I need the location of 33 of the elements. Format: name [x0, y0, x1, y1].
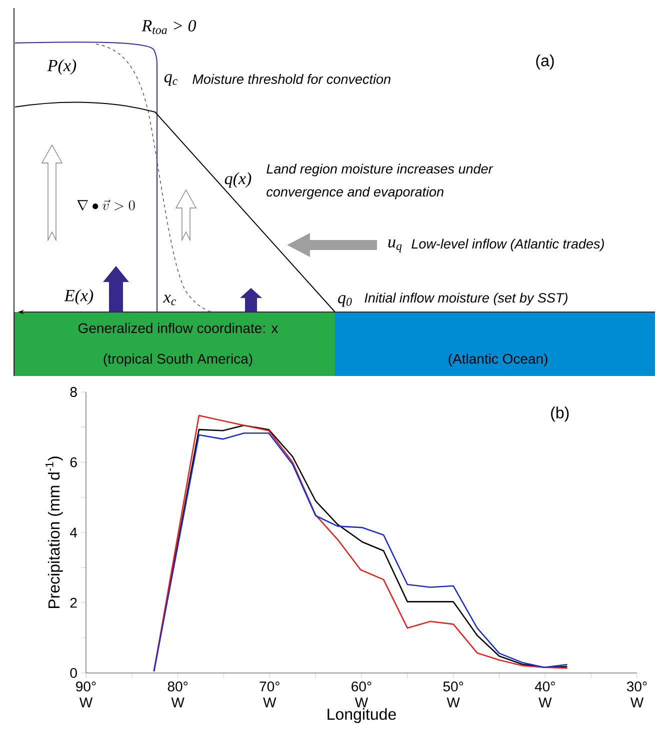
text: Generalized inflow coordinate: x — [78, 322, 278, 334]
text: q$_{0}$ — [338, 295, 352, 307]
text: P(x) — [47, 59, 76, 75]
x-tick-label: 90° W — [76, 682, 96, 708]
x-tick-label: 50° W — [443, 682, 464, 708]
text: (tropical South America) — [104, 353, 252, 367]
text: u$_{q}$ — [388, 240, 402, 252]
text: convergence and evaporation — [266, 186, 444, 200]
text: Initial inflow moisture (set by SST) — [364, 292, 568, 306]
text: Moisture threshold for convection — [192, 74, 390, 84]
y-axis-title: Precipitation (mm d$^{-1}$) — [46, 456, 63, 608]
y-tick-label: 8 — [70, 387, 77, 397]
x-axis-title: Longitude — [328, 708, 396, 724]
text: (Atlantic Ocean) — [448, 353, 548, 367]
x-tick-label: 30° W — [626, 682, 647, 708]
x-tick-label: 70° W — [260, 682, 280, 708]
x-tick-label: 40° W — [534, 682, 555, 708]
text: x$_{c}$ — [163, 294, 176, 306]
text: $\nabla \bullet \vec{v} > 0$ — [77, 200, 135, 210]
y-tick-label: 4 — [70, 528, 78, 538]
text: q(x) — [224, 172, 252, 188]
y-tick-label: 6 — [70, 457, 77, 468]
text: Land region moisture increases under — [266, 164, 494, 176]
y-tick-label: 2 — [70, 598, 77, 608]
text: Low-level inflow (Atlantic trades) — [412, 238, 604, 252]
y-tick-label: 0 — [70, 668, 77, 678]
x-tick-label: 60° W — [352, 682, 372, 708]
text: (b) — [551, 406, 569, 422]
x-tick-label: 80° W — [168, 682, 188, 708]
text: q$_{c}$ — [164, 74, 178, 86]
text: E(x) — [64, 289, 94, 305]
text: R$_{toa}$ > 0 — [142, 20, 196, 34]
text: (a) — [536, 54, 554, 70]
